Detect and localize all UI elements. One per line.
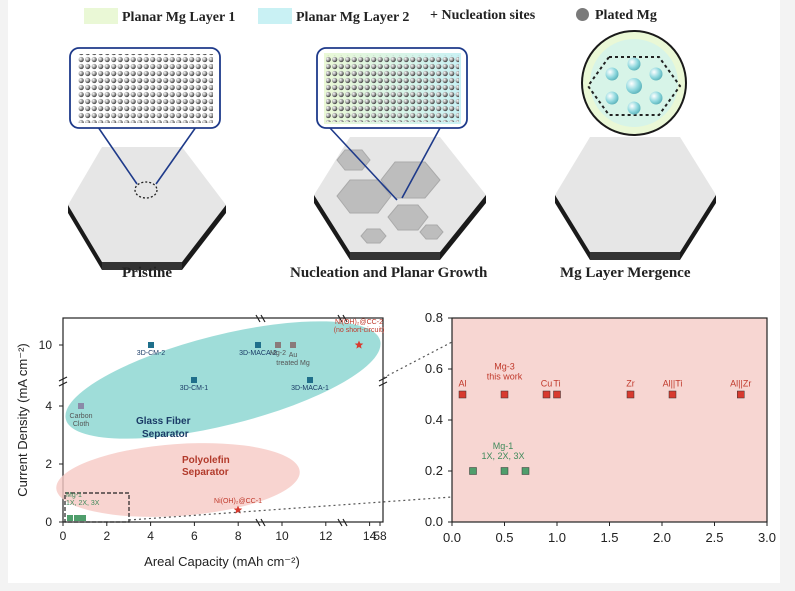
right-point xyxy=(458,390,467,399)
plated-mg-icon xyxy=(576,8,589,21)
legend-layer2: Planar Mg Layer 2 xyxy=(258,8,409,26)
connector-lower xyxy=(128,496,453,521)
right-point xyxy=(737,390,745,399)
left-y-tick-label: 0 xyxy=(45,515,52,529)
left-point xyxy=(80,515,86,521)
left-point xyxy=(307,377,313,383)
glass-fiber-label: Glass Fiber Separator xyxy=(136,416,191,440)
right-x-tick-label: 0.5 xyxy=(495,530,513,545)
left-point-label: 3D-CM-1 xyxy=(180,385,208,392)
right-point xyxy=(500,390,509,399)
left-point xyxy=(275,342,281,348)
left-point-star xyxy=(233,505,243,514)
zoom-box xyxy=(64,492,130,523)
left-point-label: 3D-CM-2 xyxy=(137,350,165,357)
left-point xyxy=(255,342,261,348)
right-point-label: Al||Zr xyxy=(730,379,751,389)
left-x-tick-label: 12 xyxy=(319,529,333,543)
left-x-tick-label: 10 xyxy=(275,529,289,543)
pristine-stage xyxy=(68,47,226,270)
left-x-tick-label: 4 xyxy=(147,529,154,543)
right-y-tick-label: 0.2 xyxy=(425,463,443,478)
right-x-tick-label: 2.0 xyxy=(653,530,671,545)
right-point-label: Cu xyxy=(541,379,553,389)
right-chart: Al Mg-3 this work Cu Ti Zr Al||Ti Al||Zr Mg-1 1X,… xyxy=(425,310,776,545)
stage-label-nucleation: Nucleation and Planar Growth xyxy=(290,265,488,281)
legend-layer1: Planar Mg Layer 1 xyxy=(84,8,235,26)
left-point-label: 3D-MACA-2 xyxy=(239,350,277,357)
left-y-tick-label: 2 xyxy=(45,457,52,471)
right-x-tick-label: 2.5 xyxy=(705,530,723,545)
right-point xyxy=(500,467,509,475)
left-point xyxy=(191,377,197,383)
right-point-label: Mg-1 1X, 2X, 3X xyxy=(481,441,524,461)
left-y-axis-label: Current Density (mA cm⁻²) xyxy=(15,343,30,497)
left-x-tick-label: 2 xyxy=(103,529,110,543)
right-x-tick-label: 1.5 xyxy=(600,530,618,545)
right-plot-frame xyxy=(451,317,768,523)
left-x-tick-label: 58 xyxy=(373,529,387,543)
left-point-label: 3D-MACA-1 xyxy=(291,385,329,392)
right-y-tick-label: 0.8 xyxy=(425,310,443,325)
right-y-tick-label: 0.6 xyxy=(425,361,443,376)
left-point-star xyxy=(354,340,364,349)
layer1-swatch xyxy=(84,8,118,24)
right-point-label: Al||Ti xyxy=(663,379,683,389)
left-x-tick-label: 6 xyxy=(191,529,198,543)
left-point-label: Mg-2 xyxy=(270,350,286,357)
nucleation-stage xyxy=(314,47,486,260)
right-point xyxy=(553,390,561,399)
right-point xyxy=(668,390,677,399)
right-point-label: Mg-3 this work xyxy=(487,362,523,382)
left-point xyxy=(290,342,296,348)
left-chart: Glass Fiber Separator Polyolefin Separator… xyxy=(15,314,388,569)
left-x-axis-label: Areal Capacity (mAh cm⁻²) xyxy=(144,554,300,569)
legend-nucleation: + Nucleation sites xyxy=(430,8,536,23)
left-point-label: Mg-1 1X, 2X, 3X xyxy=(66,492,100,507)
left-x-tick-label: 14 xyxy=(363,529,377,543)
right-y-tick-label: 0.0 xyxy=(425,514,443,529)
right-x-tick-label: 1.0 xyxy=(548,530,566,545)
left-x-tick-label: 0 xyxy=(60,529,67,543)
mergence-stage xyxy=(555,30,716,260)
left-point xyxy=(148,342,154,348)
left-point xyxy=(67,515,73,521)
right-x-tick-label: 0.0 xyxy=(443,530,461,545)
left-point-label: Ni(OH)₂@CC-1 xyxy=(214,498,262,505)
zoom-marker xyxy=(134,181,158,199)
axis-break-marks xyxy=(58,314,388,527)
stage-label-mergence: Mg Layer Mergence xyxy=(560,265,691,281)
right-point xyxy=(469,467,477,475)
glass-fiber-region xyxy=(65,321,381,439)
left-y-tick-label: 10 xyxy=(39,338,53,352)
layer2-swatch xyxy=(258,8,292,24)
right-point-label: Al xyxy=(458,379,466,389)
left-y-tick-label: 4 xyxy=(45,399,52,413)
right-point xyxy=(626,390,635,399)
left-x-tick-label: 8 xyxy=(235,529,242,543)
left-point-label: Au treated Mg xyxy=(276,352,310,367)
right-y-tick-label: 0.4 xyxy=(425,412,443,427)
right-point-label: Zr xyxy=(626,379,635,389)
right-point-label: Ti xyxy=(553,379,560,389)
left-point xyxy=(78,403,84,409)
schematic-diagram xyxy=(68,30,716,270)
legend-plated: Plated Mg xyxy=(576,8,657,24)
left-point xyxy=(74,515,80,521)
polyolefin-label: Polyolefin Separator xyxy=(182,455,230,478)
right-point xyxy=(521,467,530,475)
stage-label-pristine: Pristine xyxy=(122,265,172,281)
polyolefin-region xyxy=(56,443,300,517)
right-x-tick-label: 3.0 xyxy=(758,530,776,545)
left-point-label: Carbon Cloth xyxy=(70,413,93,428)
left-point-label: Ni(OH)₂@CC-2 (no short-circuit) xyxy=(334,319,385,334)
right-point xyxy=(542,390,551,399)
